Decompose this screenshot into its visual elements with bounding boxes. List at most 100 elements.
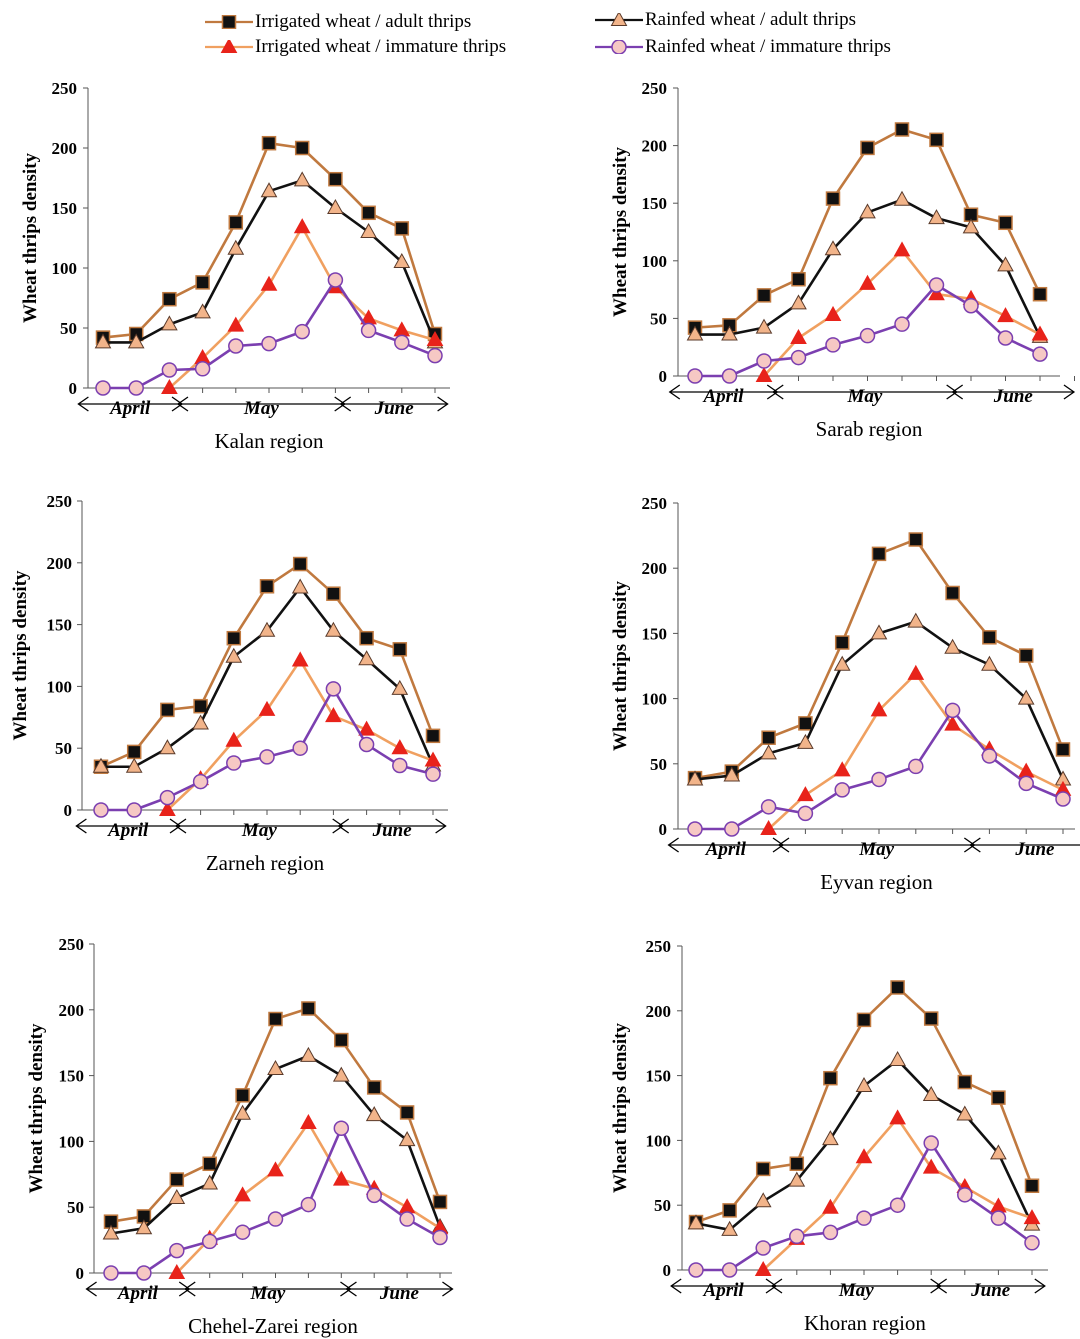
data-point-irr-adult [126,744,142,760]
data-point-rain-imm [997,330,1014,346]
data-point-rain-adult [944,638,961,654]
data-point-rain-adult [293,171,311,187]
data-point-rain-adult [956,1105,974,1121]
data-point-irr-imm [1023,1209,1041,1225]
data-point-rain-imm [161,362,178,378]
data-point-rain-adult [127,333,145,349]
legend-marker [220,40,238,53]
data-point-rain-adult [822,1130,839,1146]
data-point-rain-imm [856,1210,872,1226]
data-point-rain-imm [300,1196,317,1213]
data-point-irr-imm [358,720,375,736]
data-point-rain-imm [234,1224,251,1240]
data-point-rain-adult [754,1192,772,1208]
data-point-irr-adult [957,1074,973,1090]
data-point-rain-adult [889,1051,906,1067]
y-tick-label: 0 [663,1261,672,1280]
data-point-irr-imm [859,274,876,290]
data-point-rain-adult [824,240,842,256]
data-point-rain-adult [267,1059,284,1076]
data-point-rain-imm [963,297,979,314]
y-tick-label: 100 [47,677,73,696]
data-point-rain-adult [192,714,209,730]
y-tick-label: 250 [642,79,668,98]
month-label: June [374,398,415,419]
data-point-irr-imm [332,1170,350,1186]
region-chart: 0 50 100 150 200 250 Wheat thrips density April… [10,492,448,875]
y-tick-label: 150 [52,199,78,218]
month-label: May [249,1283,285,1304]
y-tick-label: 250 [642,494,668,513]
data-point-irr-adult [908,532,924,547]
data-point-irr-imm [300,1113,317,1129]
y-axis-label: Wheat thrips density [10,570,31,740]
y-tick-label: 250 [47,492,73,511]
data-point-rain-imm [325,681,342,697]
legend-label: Irrigated wheat / immature thrips [255,36,507,57]
month-label: June [372,820,413,841]
data-point-rain-adult [135,1219,153,1235]
y-tick-label: 250 [59,935,85,954]
series-line-irr-adult [100,562,435,768]
data-point-irr-adult [923,1011,939,1026]
data-point-rain-imm [93,802,109,818]
month-label: April [702,386,744,407]
chart-title: Eyvan region [820,870,933,894]
data-point-irr-adult [755,1161,771,1177]
y-tick-label: 150 [642,624,668,643]
data-point-irr-imm [754,1260,772,1276]
data-point-rain-adult [928,209,945,225]
data-point-rain-adult [686,770,704,786]
series-line-irr-adult [102,141,437,339]
data-point-irr-adult [162,291,177,307]
legend-swatch [595,13,643,26]
data-point-irr-adult [425,728,441,744]
month-label: April [107,820,149,841]
y-tick-label: 50 [650,309,667,328]
data-point-rain-imm [192,773,209,790]
data-point-rain-imm [756,353,772,369]
y-tick-label: 150 [642,194,668,213]
data-point-irr-adult [982,630,997,645]
data-point-rain-adult [907,612,925,628]
legend-marker [611,40,627,54]
legend-item: Rainfed wheat / immature thrips [595,35,891,59]
data-point-irr-adult [789,1156,805,1171]
data-point-rain-imm [822,1224,839,1241]
data-point-rain-adult [92,757,110,773]
y-tick-label: 50 [650,755,667,774]
month-label: June [379,1283,420,1304]
data-point-rain-imm [427,347,443,364]
data-point-irr-imm [907,664,925,680]
data-point-rain-imm [990,1210,1007,1226]
data-point-irr-adult [328,171,343,187]
series-line-rain-imm [111,1126,441,1275]
month-label: April [109,398,151,419]
legend-swatch [595,40,643,54]
data-point-irr-imm [267,1161,284,1177]
data-point-rain-adult [687,1214,705,1230]
data-point-rain-adult [1017,689,1035,705]
data-point-rain-imm [103,1265,119,1281]
data-point-rain-adult [327,198,344,214]
data-point-irr-adult [856,1012,872,1028]
month-arrow [969,837,1080,853]
data-point-rain-adult [398,1131,416,1147]
data-point-irr-imm [1017,762,1035,778]
data-point-irr-imm [391,739,409,755]
data-point-rain-imm [755,1240,771,1256]
legend-label: Rainfed wheat / immature thrips [645,36,891,57]
data-point-rain-imm [1032,346,1048,362]
data-point-irr-imm [822,1198,839,1214]
series-line-irr-adult [694,538,1065,780]
data-point-irr-adult [761,730,776,745]
data-point-irr-imm [922,1158,940,1174]
data-point-irr-imm [755,366,773,382]
data-point-irr-adult [791,271,806,287]
data-point-rain-adult [201,1174,219,1190]
data-point-rain-adult [159,739,176,755]
y-tick-label: 100 [642,252,668,271]
month-label: May [858,839,894,860]
data-point-rain-imm [267,1211,284,1227]
data-point-irr-adult [1018,648,1034,663]
